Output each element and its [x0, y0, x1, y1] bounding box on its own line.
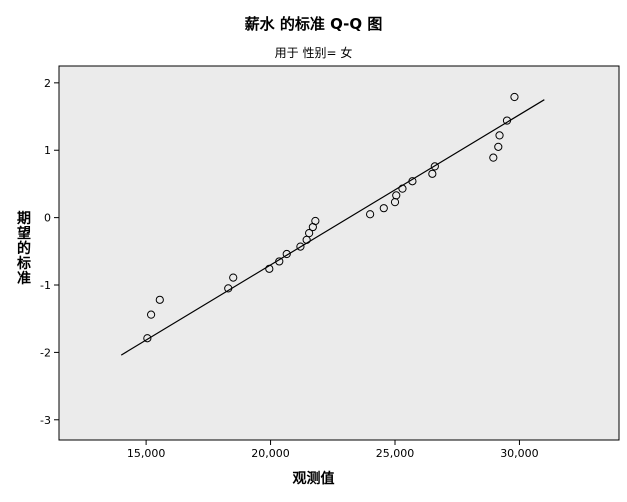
x-tick-label: 25,000 — [376, 447, 415, 460]
data-point — [494, 142, 503, 151]
plot-area — [58, 65, 620, 441]
x-tick-label: 15,000 — [127, 447, 166, 460]
data-point — [510, 92, 519, 102]
chart-title: 薪水 的标准 Q-Q 图 — [244, 15, 383, 33]
data-point — [392, 191, 401, 200]
data-point — [366, 210, 375, 219]
chart-subtitle: 用于 性别= 女 — [274, 46, 353, 60]
data-point — [146, 310, 156, 319]
y-axis-label: 期望的标准 — [17, 211, 31, 287]
y-tick-label: -3 — [40, 414, 51, 427]
y-tick-label: -2 — [40, 346, 51, 359]
data-point — [275, 257, 284, 266]
x-tick-label: 30,000 — [500, 447, 539, 460]
data-point — [229, 273, 238, 282]
data-point — [379, 204, 388, 213]
data-point — [489, 153, 498, 162]
y-tick-label: -1 — [40, 279, 51, 292]
data-point — [502, 116, 512, 125]
points-layer — [143, 92, 519, 343]
x-tick-label: 20,000 — [251, 447, 290, 460]
y-tick-label: 2 — [44, 77, 51, 90]
data-point — [224, 284, 233, 293]
data-point — [282, 249, 291, 259]
data-point — [155, 295, 164, 304]
reference-line — [120, 99, 545, 356]
x-axis-label: 观测值 — [292, 471, 335, 487]
reference-line-layer — [120, 99, 545, 356]
data-point — [265, 264, 274, 273]
data-point — [495, 131, 504, 140]
data-point — [311, 216, 320, 226]
data-point — [398, 184, 407, 193]
data-point — [305, 229, 314, 238]
data-point — [430, 162, 439, 171]
y-tick-label: 1 — [44, 144, 51, 157]
data-point — [143, 334, 152, 343]
data-point — [408, 177, 417, 186]
x-axis: 15,000 20,000 25,000 30,000 — [127, 440, 539, 460]
y-axis: -3 -2 -1 0 1 2 — [40, 77, 59, 427]
data-point — [296, 242, 305, 251]
data-point — [428, 169, 437, 178]
y-tick-label: 0 — [44, 212, 51, 225]
